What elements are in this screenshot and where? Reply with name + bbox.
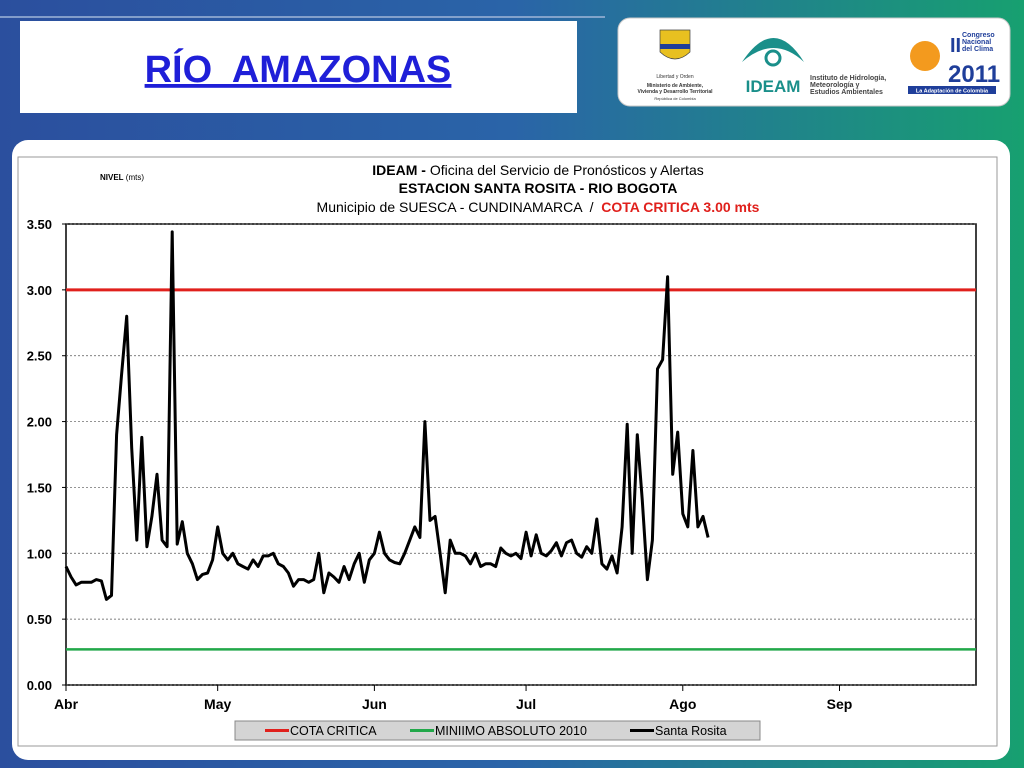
- congreso-sun: [910, 41, 940, 71]
- congreso-band: [908, 86, 996, 94]
- slide-title: RÍO AMAZONAS: [145, 47, 452, 91]
- ideam-circle: [764, 49, 782, 67]
- congreso-text: del Clima: [962, 46, 993, 53]
- title-box: [20, 21, 577, 113]
- coat-band: [660, 44, 690, 49]
- congreso-logo: II Congreso Nacional del Clima 2011 La A…: [908, 32, 1000, 95]
- legend-label: MINIIMO ABSOLUTO 2010: [435, 724, 587, 738]
- chart-subtitle2: Municipio de SUESCA - CUNDINAMARCA / COT…: [317, 199, 760, 215]
- ideam-caption: Instituto de Hidrología,: [810, 75, 886, 82]
- subtitle2-highlight: COTA CRITICA 3.00 mts: [601, 199, 759, 215]
- y-tick-label: 2.00: [27, 415, 52, 430]
- x-tick-label: Abr: [54, 696, 79, 712]
- y-tick-label: 0.50: [27, 612, 52, 627]
- coat-caption: Libertad y Orden: [656, 74, 693, 80]
- coat-logo: Libertad y Orden Ministerio de Ambiente,…: [637, 29, 713, 101]
- plot-area: [65, 223, 977, 686]
- title-rest: Oficina del Servicio de Pronósticos y Al…: [426, 162, 704, 178]
- x-tick-label: Jul: [516, 696, 536, 712]
- ideam-caption: Meteorología y: [810, 82, 860, 89]
- congreso-text: Congreso: [962, 32, 995, 39]
- congreso-year: 2011: [948, 61, 1000, 88]
- y-tick-label: 2.50: [27, 349, 52, 364]
- series-line: [64, 230, 710, 601]
- y-tick-label: 1.00: [27, 546, 52, 561]
- ideam-name: IDEAM: [746, 77, 801, 96]
- y-tick-label: 0.00: [27, 678, 52, 693]
- congreso-text: Nacional: [962, 39, 991, 46]
- y-unit: (mts): [124, 173, 145, 182]
- title-prefix: IDEAM -: [372, 162, 426, 178]
- ideam-arc: [742, 38, 804, 62]
- y-tick-label: 3.00: [27, 283, 52, 298]
- coat-caption: Vivienda y Desarrollo Territorial: [637, 89, 713, 95]
- y-axis-label: NIVEL (mts): [100, 173, 144, 182]
- ideam-logo: IDEAM Instituto de Hidrología, Meteorolo…: [742, 38, 886, 96]
- congreso-caption: La Adaptación de Colombia: [916, 89, 989, 95]
- legend-label: Santa Rosita: [655, 724, 727, 738]
- congreso-roman: II: [950, 35, 961, 57]
- x-tick-label: May: [204, 696, 231, 712]
- x-tick-label: Ago: [669, 696, 696, 712]
- plot: 0.00 0.50 1.00 1.50 2.00 2.50 3.00 3.50 Abr May Ju…: [27, 217, 976, 712]
- ideam-caption: Estudios Ambientales: [810, 89, 883, 96]
- legend-label: COTA CRITICA: [290, 724, 377, 738]
- chart-subtitle: ESTACION SANTA ROSITA - RIO BOGOTA: [399, 180, 678, 196]
- legend: COTA CRITICA MINIIMO ABSOLUTO 2010 Santa R…: [265, 724, 727, 738]
- chart-title: IDEAM - Oficina del Servicio de Pronósti…: [372, 162, 703, 178]
- coat-caption: Ministerio de Ambiente,: [647, 83, 704, 89]
- subtitle2-text: Municipio de SUESCA - CUNDINAMARCA /: [317, 199, 602, 215]
- logo-box: [617, 17, 1011, 107]
- y-tick-label: 1.50: [27, 480, 52, 495]
- y-tick-label: 3.50: [27, 217, 52, 232]
- coat-caption: República de Colombia: [654, 96, 696, 101]
- x-tick-label: Sep: [827, 696, 853, 712]
- legend-box: [234, 720, 761, 741]
- y-label: NIVEL: [100, 173, 124, 182]
- x-tick-label: Jun: [362, 696, 387, 712]
